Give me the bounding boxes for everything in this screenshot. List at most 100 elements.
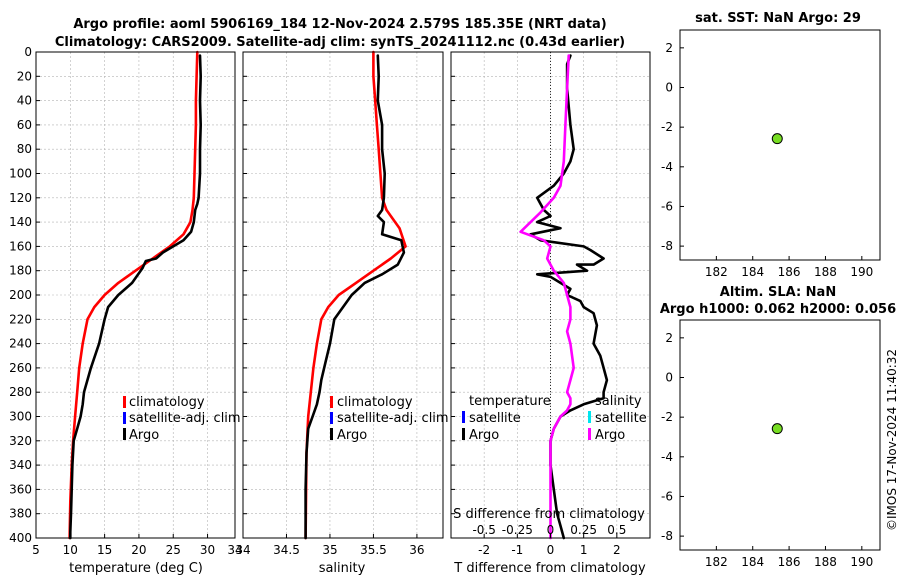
x-tick-label: 182 xyxy=(705,265,728,279)
y-tick-label: 100 xyxy=(9,167,32,181)
difference-secondary-xlabel: S difference from climatology xyxy=(453,507,645,522)
x-tick-label: 34 xyxy=(227,543,242,557)
x-tick-label: 1 xyxy=(580,543,588,557)
secondary-x-tick-label: -0.5 xyxy=(472,523,495,537)
y-tick-label: 2 xyxy=(665,331,673,345)
difference-panel: -2 -1 0 1 2 T difference from climatology S … xyxy=(450,51,651,576)
y-tick-label: 240 xyxy=(9,337,32,351)
temperature-curves xyxy=(68,50,202,540)
y-tick-label: 0 xyxy=(665,81,673,95)
y-tick-label: 0 xyxy=(665,371,673,385)
temperature-grid xyxy=(36,51,235,539)
sla-points xyxy=(771,423,783,435)
y-tick-label: -4 xyxy=(661,450,673,464)
y-tick-label: -4 xyxy=(661,160,673,174)
x-tick-label: 34 xyxy=(235,543,250,557)
x-tick-label: 30 xyxy=(200,543,215,557)
y-tick-label: 380 xyxy=(9,507,32,521)
sst-map-panel: sat. SST: NaN Argo: 29 182 184 186 188 190 2 0… xyxy=(661,11,881,279)
sst-points xyxy=(771,133,783,145)
secondary-x-tick-label: 0 xyxy=(547,523,555,537)
difference-ticks: -2 -1 0 1 2 xyxy=(451,51,621,557)
x-tick-label: -2 xyxy=(478,543,490,557)
sla-map-panel: Altim. SLA: NaN Argo h1000: 0.062 h2000:… xyxy=(660,285,896,569)
legend-label-s-argo: Argo xyxy=(595,428,625,443)
y-tick-label: 120 xyxy=(9,191,32,205)
x-tick-label: 20 xyxy=(131,543,146,557)
salinity-panel: 34 34.5 35 35.5 36 salinity climatology sate… xyxy=(235,50,449,576)
sst-axes-box xyxy=(679,29,881,261)
y-tick-label: -2 xyxy=(661,120,673,134)
x-tick-label: 35 xyxy=(322,543,337,557)
y-tick-label: 320 xyxy=(9,434,32,448)
temperature-legend: climatology satellite-adj. clim Argo xyxy=(123,395,241,443)
figure-title-line1: Argo profile: aoml 5906169_184 12-Nov-20… xyxy=(73,17,606,32)
salinity-grid xyxy=(243,51,443,539)
sla-axes-box xyxy=(679,319,881,551)
x-tick-label: 184 xyxy=(741,555,764,569)
x-tick-label: 188 xyxy=(814,555,837,569)
series-line-climatology xyxy=(304,50,407,540)
legend-swatch-satellite xyxy=(330,412,333,424)
secondary-x-tick-label: 0.5 xyxy=(607,523,626,537)
x-tick-label: 36 xyxy=(409,543,424,557)
series-line-climatology xyxy=(68,50,199,540)
argo-location-marker xyxy=(771,423,783,435)
argo-location-marker xyxy=(771,133,783,145)
y-tick-label: 80 xyxy=(17,142,32,156)
x-tick-label: 5 xyxy=(32,543,40,557)
series-line-argo-s-diff xyxy=(519,54,576,540)
difference-curves xyxy=(519,54,609,540)
legend-swatch-s-satellite xyxy=(588,411,591,423)
legend-label-t-satellite: satellite xyxy=(469,411,521,426)
y-tick-label: 20 xyxy=(17,69,32,83)
timestamp: ©IMOS 17-Nov-2024 11:40:32 xyxy=(885,349,899,531)
sla-title-line2: Argo h1000: 0.062 h2000: 0.056 xyxy=(660,302,896,317)
x-tick-label: 190 xyxy=(850,555,873,569)
legend-swatch-t-satellite xyxy=(462,411,465,423)
temperature-ticks: 0 20 40 60 80 100 120 140 160 180 200 220 240 260 280 3… xyxy=(9,45,243,557)
y-tick-label: 360 xyxy=(9,482,32,496)
x-tick-label: 0 xyxy=(547,543,555,557)
y-tick-label: 220 xyxy=(9,312,32,326)
y-tick-label: 2 xyxy=(665,41,673,55)
legend-swatch-climatology xyxy=(330,396,333,408)
temperature-panel: 0 20 40 60 80 100 120 140 160 180 200 220 240 260 280 3… xyxy=(9,45,243,576)
y-tick-label: 60 xyxy=(17,118,32,132)
legend-swatch-climatology xyxy=(123,396,126,408)
sst-ticks: 182 184 186 188 190 2 0 -2 -4 -6 -8 xyxy=(661,41,873,279)
y-tick-label: -8 xyxy=(661,239,673,253)
x-tick-label: 15 xyxy=(97,543,112,557)
legend-label-t-argo: Argo xyxy=(469,428,499,443)
sst-title: sat. SST: NaN Argo: 29 xyxy=(695,11,861,26)
legend-title-salinity: salinity xyxy=(595,394,642,409)
y-tick-label: 300 xyxy=(9,410,32,424)
legend-swatch-argo xyxy=(123,428,126,440)
salinity-xlabel: salinity xyxy=(319,561,366,576)
x-tick-label: 2 xyxy=(613,543,621,557)
y-tick-label: -8 xyxy=(661,529,673,543)
y-tick-label: 200 xyxy=(9,288,32,302)
y-tick-label: 0 xyxy=(24,45,32,59)
y-tick-label: 140 xyxy=(9,215,32,229)
difference-secondary-ticks: -0.5 -0.25 0 0.25 0.5 xyxy=(472,523,626,537)
salinity-legend: climatology satellite-adj. clim Argo xyxy=(330,395,449,443)
y-tick-label: -2 xyxy=(661,410,673,424)
x-tick-label: 25 xyxy=(166,543,181,557)
y-tick-label: 180 xyxy=(9,264,32,278)
sla-ticks: 182 184 186 188 190 2 0 -2 -4 -6 -8 xyxy=(661,331,873,569)
legend-label-satellite: satellite-adj. clim xyxy=(337,411,449,426)
legend-swatch-s-argo xyxy=(588,428,591,440)
legend-swatch-t-argo xyxy=(462,428,465,440)
series-line-argo xyxy=(69,54,202,540)
x-tick-label: 35.5 xyxy=(360,543,387,557)
difference-legend: temperature satellite Argo salinity sate… xyxy=(462,394,647,443)
series-line-argo-t-diff xyxy=(529,54,609,540)
secondary-x-tick-label: -0.25 xyxy=(502,523,533,537)
x-tick-label: 190 xyxy=(850,265,873,279)
y-tick-label: 160 xyxy=(9,239,32,253)
x-tick-label: 188 xyxy=(814,265,837,279)
figure-title-line2: Climatology: CARS2009. Satellite-adj cli… xyxy=(55,35,625,50)
secondary-x-tick-label: 0.25 xyxy=(570,523,597,537)
